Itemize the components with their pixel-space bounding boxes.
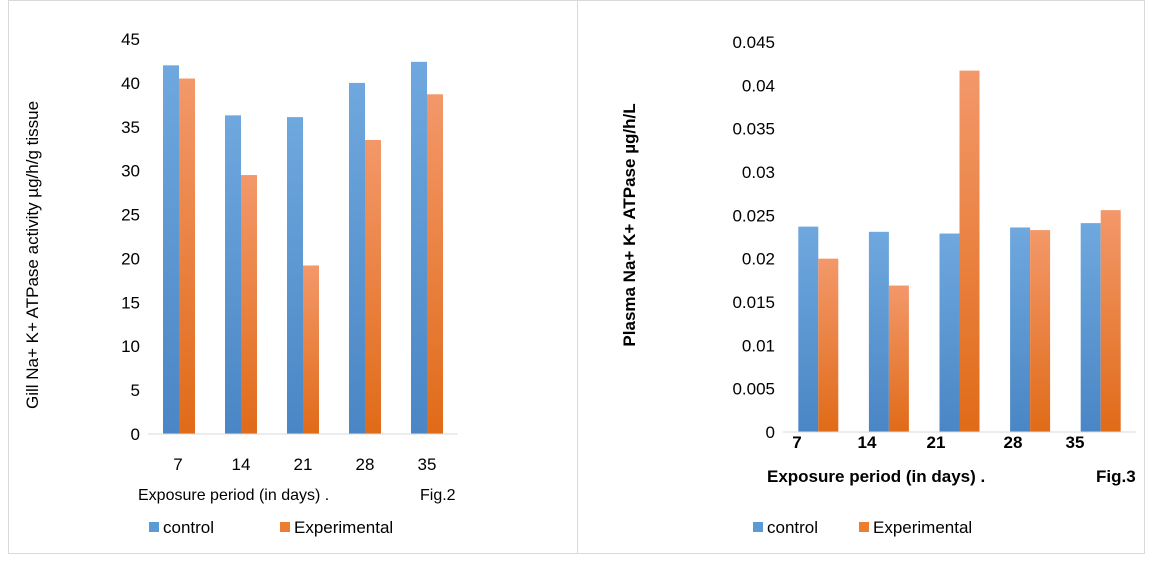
x-tick-label: 14: [232, 455, 251, 474]
y-tick-label: 0.01: [742, 336, 775, 355]
x-axis-label: Exposure period (in days) .: [767, 467, 985, 486]
x-tick-label: 21: [294, 455, 313, 474]
bar-control-28: [349, 82, 365, 434]
x-tick-label: 35: [1066, 433, 1085, 452]
legend: control Experimental: [753, 518, 972, 537]
y-tick-labels: 0 0.005 0.01 0.015 0.02 0.025 0.03 0.035 0.04 0.0…: [732, 33, 775, 442]
x-tick-labels: 7 14 21 28 35: [173, 455, 436, 474]
legend-swatch-experimental: [859, 522, 869, 532]
bar-experimental-21: [959, 70, 980, 432]
x-tick-label: 21: [927, 433, 946, 452]
bar-experimental-21: [303, 265, 319, 434]
y-tick-label: 35: [121, 118, 140, 137]
y-tick-label: 0.04: [742, 76, 775, 95]
bar-control-14: [225, 115, 241, 434]
chart-fig3: Plasma Na+ K+ ATPase µg/h/L 0 0.005 0.01 0.…: [620, 33, 1136, 537]
x-tick-label: 7: [173, 455, 182, 474]
y-tick-label: 20: [121, 249, 140, 268]
x-tick-labels: 7 14 21 28 35: [792, 433, 1084, 452]
y-tick-labels: 0 5 10 15 20 25 30 35 40 45: [121, 30, 140, 444]
x-tick-label: 7: [792, 433, 801, 452]
y-tick-label: 15: [121, 293, 140, 312]
legend: control Experimental: [149, 518, 393, 537]
legend-label-experimental: Experimental: [873, 518, 972, 537]
y-tick-label: 25: [121, 206, 140, 225]
y-tick-label: 0.02: [742, 250, 775, 269]
bar-control-21: [287, 117, 303, 434]
bar-experimental-7: [818, 258, 839, 432]
y-tick-label: 0.025: [732, 206, 775, 225]
bar-control-35: [411, 61, 427, 434]
figure-label: Fig.3: [1096, 467, 1136, 486]
y-tick-label: 0: [131, 425, 140, 444]
chart-frame-fig3: [577, 0, 1145, 554]
bar-control-7: [798, 226, 819, 432]
y-axis-label: Gill Na+ K+ ATPase activity µg/h/g tissu…: [23, 101, 42, 409]
legend-label-experimental: Experimental: [294, 518, 393, 537]
y-tick-label: 5: [131, 381, 140, 400]
y-axis-label: Plasma Na+ K+ ATPase µg/h/L: [620, 103, 639, 346]
bar-control-28: [1010, 227, 1031, 432]
legend-swatch-control: [149, 522, 159, 532]
y-tick-label: 0.035: [732, 120, 775, 139]
x-tick-label: 14: [858, 433, 877, 452]
bar-control-35: [1080, 223, 1101, 432]
chart-fig2: Gill Na+ K+ ATPase activity µg/h/g tissu…: [23, 30, 458, 537]
x-tick-label: 28: [1004, 433, 1023, 452]
y-tick-label: 0.005: [732, 380, 775, 399]
x-tick-label: 35: [418, 455, 437, 474]
bars: [163, 61, 443, 435]
legend-swatch-control: [753, 522, 763, 532]
bar-experimental-7: [179, 78, 195, 434]
bar-control-7: [163, 65, 179, 434]
bar-experimental-28: [365, 139, 381, 434]
bar-experimental-35: [427, 94, 443, 435]
y-tick-label: 0.015: [732, 293, 775, 312]
bars: [798, 70, 1121, 432]
y-tick-label: 10: [121, 337, 140, 356]
legend-label-control: control: [163, 518, 214, 537]
bar-experimental-14: [241, 175, 257, 435]
legend-label-control: control: [767, 518, 818, 537]
x-tick-label: 28: [356, 455, 375, 474]
legend-swatch-experimental: [280, 522, 290, 532]
bar-experimental-28: [1030, 230, 1051, 432]
y-tick-label: 0.045: [732, 33, 775, 52]
y-tick-label: 0.03: [742, 163, 775, 182]
x-axis-label: Exposure period (in days) .: [138, 487, 329, 504]
bar-experimental-35: [1100, 210, 1121, 432]
y-tick-label: 0: [766, 423, 775, 442]
y-tick-label: 30: [121, 162, 140, 181]
y-tick-label: 45: [121, 30, 140, 49]
bar-experimental-14: [888, 285, 909, 432]
y-tick-label: 40: [121, 74, 140, 93]
figure-label: Fig.2: [420, 487, 456, 504]
bar-control-14: [868, 231, 889, 432]
bar-control-21: [939, 233, 960, 432]
